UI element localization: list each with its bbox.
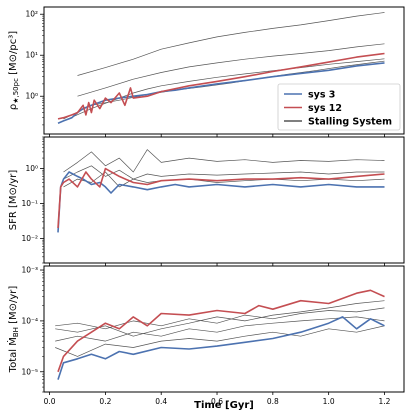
- xtick-label: 1.0: [323, 397, 335, 406]
- panel3-series-line-stalling-3: [55, 316, 385, 342]
- legend-label-stalling-system: Stalling System: [308, 117, 392, 128]
- panel3-series-line-stalling-4: [55, 325, 385, 357]
- panel3-frame: [43, 265, 405, 393]
- panel1-series-line-stalling-3: [77, 43, 385, 97]
- panel3-series-line-stalling-5: [55, 307, 385, 330]
- panel3-ytick-label: 10⁻⁵: [21, 367, 38, 376]
- x-axis-label: Time [Gyr]: [194, 400, 254, 411]
- xtick-label: 0.8: [267, 397, 279, 406]
- panel3-ytick-label: 10⁻⁴: [21, 316, 38, 325]
- panel1-ylabel: ρ★,50pc [M⊙/pc³]: [8, 31, 20, 110]
- panel2-ytick-label: 10⁰: [25, 164, 38, 173]
- xtick-label: 0.2: [99, 397, 111, 406]
- xtick-label: 1.2: [378, 397, 390, 406]
- panel3-series-line-stalling-2: [55, 300, 385, 337]
- panel3-series-line-sys-12: [57, 289, 385, 373]
- legend-label-sys-12: sys 12: [308, 103, 342, 114]
- panel3-series-line-sys-3: [57, 316, 385, 380]
- panel3-ylabel: Total ṀBH [M⊙/yr]: [6, 286, 20, 374]
- panel2-series-line-stalling-2: [63, 149, 385, 173]
- panel1-series-line-stalling-2: [77, 12, 385, 76]
- xtick-label: 0.0: [44, 397, 56, 406]
- panel2-ylabel: SFR [M⊙/yr]: [8, 170, 19, 231]
- panel1-series-line-sys-12: [57, 52, 385, 120]
- panel2-ytick-label: 10⁻²: [21, 234, 38, 243]
- legend-box: [277, 83, 401, 131]
- xtick-label: 0.4: [155, 397, 167, 406]
- panel2-series-line-sys-3: [57, 171, 385, 233]
- panel2-frame: [43, 136, 405, 264]
- legend-label-sys-3: sys 3: [308, 90, 335, 101]
- panel1-frame: [43, 6, 405, 135]
- panel1-ytick-label: 10⁰: [25, 92, 38, 101]
- panel1-ytick-label: 10¹: [25, 51, 38, 60]
- xtick-label: 0.6: [211, 397, 223, 406]
- panel2-series-line-stalling-3: [63, 165, 385, 180]
- panel1-ytick-label: 10²: [25, 10, 38, 19]
- panel2-ytick-label: 10⁻¹: [21, 199, 38, 208]
- panel2-series-line-sys-12: [57, 167, 385, 229]
- panel3-ytick-label: 10⁻³: [21, 266, 38, 275]
